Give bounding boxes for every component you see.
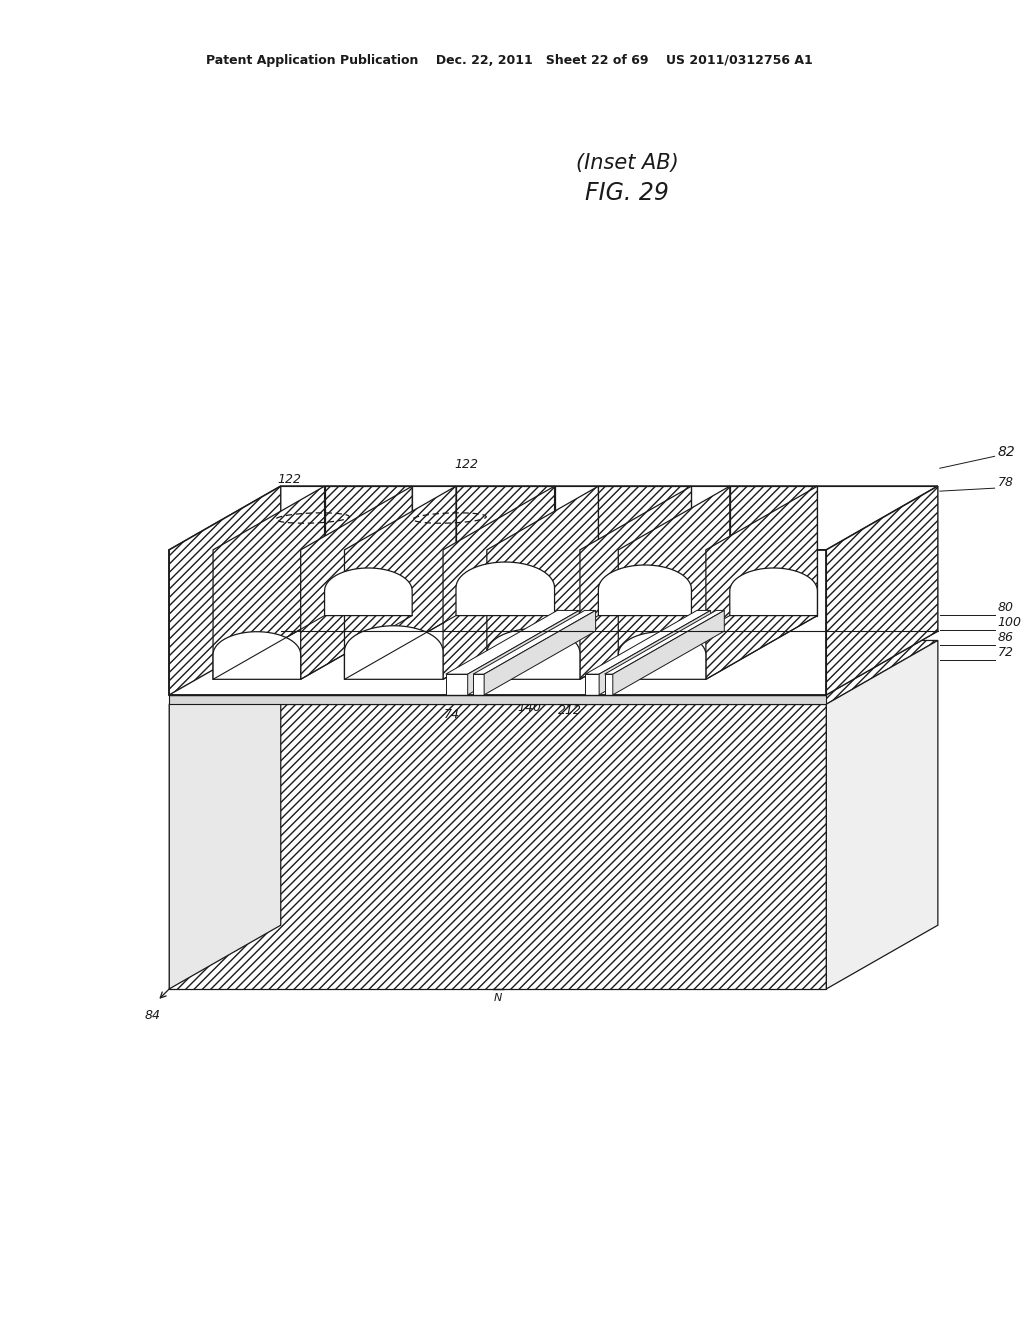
Text: 130: 130 — [593, 682, 617, 696]
Polygon shape — [598, 565, 691, 615]
Polygon shape — [169, 550, 826, 694]
Polygon shape — [169, 640, 281, 989]
Polygon shape — [344, 486, 456, 680]
Polygon shape — [586, 675, 599, 694]
Polygon shape — [586, 610, 711, 675]
Text: 74: 74 — [443, 709, 460, 721]
Polygon shape — [473, 610, 596, 675]
Polygon shape — [443, 486, 555, 680]
Polygon shape — [169, 631, 938, 694]
Polygon shape — [213, 486, 325, 680]
Polygon shape — [618, 632, 706, 680]
Polygon shape — [486, 628, 580, 680]
Polygon shape — [612, 610, 724, 694]
Text: ~60~: ~60~ — [264, 627, 301, 640]
Polygon shape — [706, 486, 817, 680]
Polygon shape — [169, 640, 938, 704]
Polygon shape — [604, 610, 724, 675]
Polygon shape — [456, 562, 555, 615]
Text: 131: 131 — [617, 651, 642, 664]
Polygon shape — [580, 486, 691, 680]
Text: 84: 84 — [144, 1008, 161, 1022]
Polygon shape — [604, 675, 612, 694]
Polygon shape — [599, 610, 711, 694]
Polygon shape — [325, 568, 413, 615]
Polygon shape — [213, 632, 301, 680]
Text: 78: 78 — [997, 477, 1014, 490]
Text: N: N — [494, 993, 502, 1003]
Text: 138: 138 — [180, 611, 204, 624]
Polygon shape — [301, 486, 413, 680]
Polygon shape — [730, 486, 817, 615]
Polygon shape — [468, 610, 580, 694]
Text: 72: 72 — [997, 645, 1014, 659]
Text: 140: 140 — [517, 701, 542, 714]
Polygon shape — [473, 675, 484, 694]
Text: Patent Application Publication    Dec. 22, 2011   Sheet 22 of 69    US 2011/0312: Patent Application Publication Dec. 22, … — [207, 54, 813, 67]
Polygon shape — [445, 675, 468, 694]
Polygon shape — [169, 694, 826, 704]
Polygon shape — [484, 610, 596, 694]
Text: 80: 80 — [997, 601, 1014, 614]
Polygon shape — [826, 486, 938, 694]
Text: 122: 122 — [278, 473, 302, 486]
Polygon shape — [730, 568, 817, 615]
Polygon shape — [456, 486, 555, 615]
Text: ~62~: ~62~ — [458, 589, 495, 602]
Polygon shape — [618, 486, 730, 680]
Polygon shape — [344, 626, 443, 680]
Text: 130: 130 — [463, 685, 486, 698]
Text: 86: 86 — [997, 631, 1014, 644]
Text: 82: 82 — [997, 445, 1016, 459]
Polygon shape — [826, 640, 938, 989]
Polygon shape — [325, 486, 413, 615]
Polygon shape — [169, 486, 938, 550]
Text: (Inset AB): (Inset AB) — [575, 153, 678, 173]
Polygon shape — [169, 704, 826, 989]
Polygon shape — [598, 486, 691, 615]
Polygon shape — [169, 486, 281, 694]
Text: 100: 100 — [997, 616, 1022, 630]
Polygon shape — [486, 486, 598, 680]
Text: FIG. 29: FIG. 29 — [585, 181, 669, 206]
Text: 212: 212 — [558, 704, 582, 717]
Polygon shape — [445, 610, 580, 675]
Text: 122: 122 — [455, 458, 478, 471]
